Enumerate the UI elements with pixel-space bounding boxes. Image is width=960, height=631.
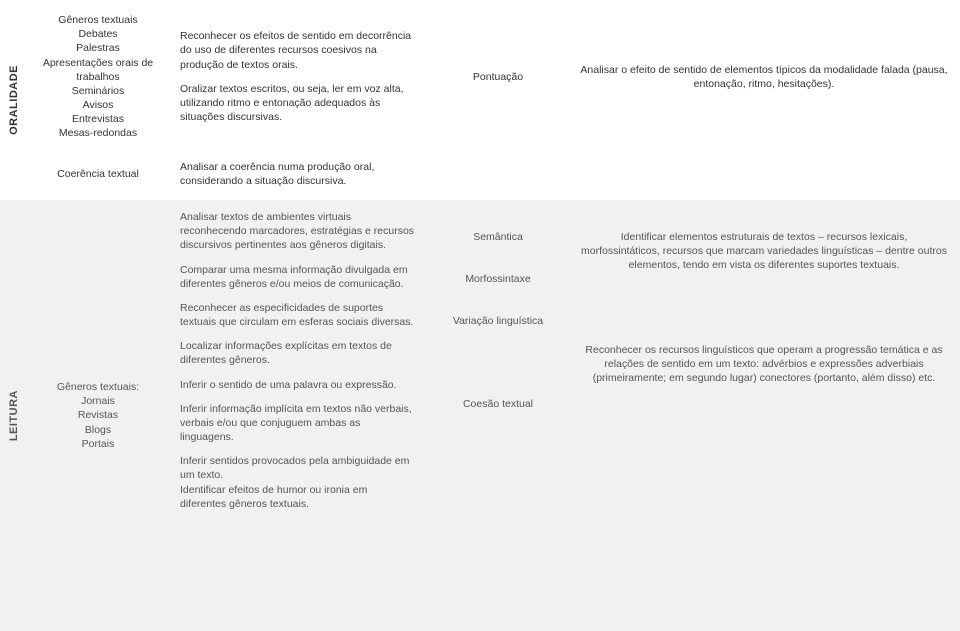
label-text: ORALIDADE (8, 65, 20, 135)
topic: Pontuação (473, 70, 523, 84)
li: Apresentações orais de trabalhos (40, 56, 156, 84)
li: Entrevistas (40, 112, 156, 126)
para: Analisar textos de ambientes virtuais re… (180, 210, 416, 253)
topic: Variação linguística (453, 314, 543, 328)
topic: Coerência textual (57, 167, 139, 181)
para: Inferir o sentido de uma palavra ou expr… (180, 378, 416, 392)
cell-o-r1-c1: Gêneros textuais Debates Palestras Apres… (28, 0, 168, 154)
cell-o-r2-c4 (568, 154, 960, 200)
cell-o-r2-c1: Coerência textual (28, 154, 168, 200)
li: Palestras (40, 41, 156, 55)
li: Portais (57, 437, 139, 451)
cell-l-c1: Gêneros textuais: Jornais Revistas Blogs… (28, 200, 168, 631)
section-label-leitura: LEITURA (0, 200, 28, 631)
para: Identificar efeitos de humor ou ironia e… (180, 483, 416, 511)
li: Mesas-redondas (40, 126, 156, 140)
grid-leitura: Gêneros textuais: Jornais Revistas Blogs… (28, 200, 960, 631)
section-label-oralidade: ORALIDADE (0, 0, 28, 200)
li: Avisos (40, 98, 156, 112)
li: Gêneros textuais (40, 13, 156, 27)
li: Jornais (57, 394, 139, 408)
topic: Morfossintaxe (465, 272, 530, 286)
para: Comparar uma mesma informação divulgada … (180, 263, 416, 291)
cell-o-r1-c3: Pontuação (428, 0, 568, 154)
cell-l-c2: Analisar textos de ambientes virtuais re… (168, 200, 428, 631)
para: Reconhecer as especificidades de suporte… (180, 301, 416, 329)
label-text: LEITURA (8, 390, 20, 441)
para: Analisar o efeito de sentido de elemento… (580, 63, 948, 91)
generos-list: Gêneros textuais Debates Palestras Apres… (40, 13, 156, 141)
para: Inferir informação implícita em textos n… (180, 402, 416, 445)
li: Debates (40, 27, 156, 41)
cell-o-r2-c3 (428, 154, 568, 200)
cell-o-r2-c2: Analisar a coerência numa produção oral,… (168, 154, 428, 200)
section-oralidade: ORALIDADE Gêneros textuais Debates Pales… (0, 0, 960, 200)
para: Localizar informações explícitas em text… (180, 339, 416, 367)
para: Analisar a coerência numa produção oral,… (180, 160, 416, 188)
para: Identificar elementos estruturais de tex… (580, 230, 948, 273)
topic: Coesão textual (463, 397, 533, 411)
para: Oralizar textos escritos, ou seja, ler e… (180, 82, 416, 125)
li: Blogs (57, 423, 139, 437)
para: Reconhecer os efeitos de sentido em deco… (180, 29, 416, 72)
cell-o-r1-c4: Analisar o efeito de sentido de elemento… (568, 0, 960, 154)
section-leitura: LEITURA Gêneros textuais: Jornais Revist… (0, 200, 960, 631)
li: Seminários (40, 84, 156, 98)
li: Revistas (57, 408, 139, 422)
grid-oralidade: Gêneros textuais Debates Palestras Apres… (28, 0, 960, 200)
li: Gêneros textuais: (57, 380, 139, 394)
topic: Semântica (473, 230, 523, 244)
cell-l-c4: Identificar elementos estruturais de tex… (568, 200, 960, 631)
cell-o-r1-c2: Reconhecer os efeitos de sentido em deco… (168, 0, 428, 154)
generos-list: Gêneros textuais: Jornais Revistas Blogs… (57, 380, 139, 451)
cell-l-c3: Semântica Morfossintaxe Variação linguís… (428, 200, 568, 631)
para: Inferir sentidos provocados pela ambigui… (180, 454, 416, 482)
para: Reconhecer os recursos linguísticos que … (580, 343, 948, 386)
